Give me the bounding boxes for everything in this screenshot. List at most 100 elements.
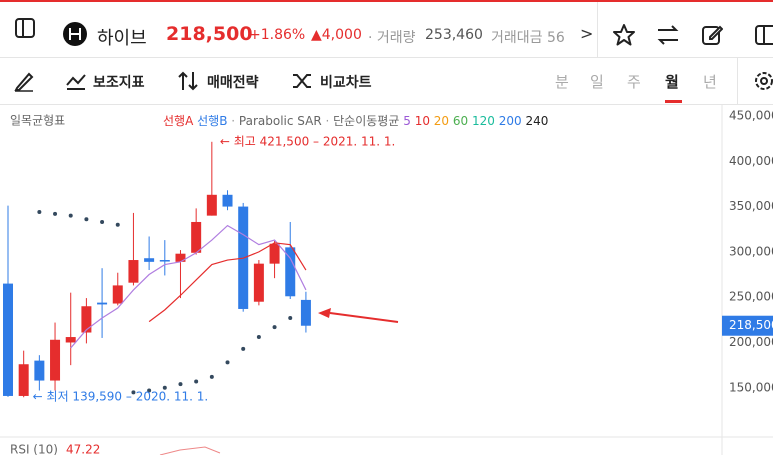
sar-dot xyxy=(115,222,120,227)
current-price-box xyxy=(722,315,773,336)
low-annotation: ← 최저 139,590 – 2020. 11. 1. xyxy=(33,390,209,404)
legend: 선행A 선행B · Parabolic SAR · 단순이동평균 5 10 20… xyxy=(163,113,548,128)
period-tab[interactable]: 분 xyxy=(555,73,569,91)
y-tick-label: 400,000 xyxy=(729,154,773,168)
sar-dot xyxy=(178,382,183,387)
indicator-title: 일목균형표 xyxy=(10,114,65,128)
legend-item: 10 xyxy=(415,114,430,128)
legend-sep: · xyxy=(322,114,333,128)
candle-body xyxy=(3,283,13,396)
candle-body xyxy=(97,302,108,305)
candle-body xyxy=(144,258,155,262)
sar-dot xyxy=(256,335,261,340)
panel-icon[interactable] xyxy=(754,24,773,46)
candle-body xyxy=(50,339,61,381)
chart: 일목균형표 선행A 선행B · Parabolic SAR · 단순이동평균 5… xyxy=(0,105,773,455)
plot xyxy=(3,141,311,398)
quote-bar: 하이브 218,500 +1.86% ▲4,000 · 거래량 253,460 … xyxy=(0,0,773,58)
chart-toolbar: 보조지표 매매전략 비교차트 분 일 주 월 년 xyxy=(0,58,773,105)
legend-item: 200 xyxy=(499,114,522,128)
volume: 253,460 xyxy=(425,27,483,43)
candle-body xyxy=(65,337,76,343)
sar-dot xyxy=(100,219,105,224)
period-tab[interactable]: 일 xyxy=(590,73,604,91)
sar-dot xyxy=(241,346,246,351)
ma-line xyxy=(70,224,307,349)
candle-body xyxy=(285,247,296,297)
logo xyxy=(63,22,87,46)
candle-body xyxy=(206,194,217,216)
sar-dot xyxy=(53,211,58,216)
rsi-value: 47.22 xyxy=(66,443,100,455)
legend-sep: · xyxy=(231,114,239,128)
sar-dot xyxy=(225,360,230,365)
tab-underline xyxy=(665,100,682,103)
swap-icon[interactable] xyxy=(656,24,680,46)
candle-body xyxy=(159,260,170,262)
price: 218,500 xyxy=(166,23,253,45)
divider xyxy=(737,58,738,104)
candle-body xyxy=(18,364,29,396)
draw-icon[interactable] xyxy=(13,70,35,92)
tool-strategy[interactable]: 매매전략 xyxy=(207,75,259,91)
more-arrow[interactable]: > xyxy=(580,24,594,43)
candle-body xyxy=(253,263,264,302)
y-tick-label: 300,000 xyxy=(729,244,773,258)
sar-dot xyxy=(131,390,136,395)
legend-item: 20 xyxy=(434,114,449,128)
rsi-line xyxy=(159,446,221,455)
legend-item: 60 xyxy=(453,114,468,128)
edit-icon[interactable] xyxy=(701,24,723,46)
sar-dot xyxy=(147,388,152,393)
indicator-icon[interactable] xyxy=(65,71,87,91)
high-annotation: ← 최고 421,500 – 2021. 11. 1. xyxy=(220,134,396,148)
sidebar-icon[interactable] xyxy=(14,17,36,39)
arrow-head xyxy=(318,308,331,318)
sar-dot xyxy=(272,325,277,330)
sar-dot xyxy=(162,385,167,390)
candle-body xyxy=(175,253,186,262)
candle-body xyxy=(222,194,233,207)
tool-compare[interactable]: 비교차트 xyxy=(320,75,372,91)
divider xyxy=(597,2,598,58)
y-tick-label: 200,000 xyxy=(729,335,773,349)
ma-line xyxy=(148,242,307,323)
compare-icon[interactable] xyxy=(291,71,313,91)
candle-body xyxy=(34,360,45,381)
sar-dot xyxy=(68,213,73,218)
sar-dot xyxy=(84,217,89,222)
rsi-label: RSI (10) xyxy=(10,443,58,455)
sar-dot xyxy=(209,374,214,379)
change-pct: +1.86% xyxy=(249,27,306,43)
candle-body xyxy=(81,306,92,333)
legend-item: 240 xyxy=(525,114,548,128)
candle-body xyxy=(300,299,311,326)
y-tick-label: 350,000 xyxy=(729,199,773,213)
candle-body xyxy=(269,243,280,264)
period-tab[interactable]: 주 xyxy=(627,73,641,91)
y-tick-label: 450,000 xyxy=(729,108,773,122)
amount: 거래대금 56 xyxy=(491,30,565,46)
strategy-icon[interactable] xyxy=(177,70,201,92)
legend-item: 5 xyxy=(403,114,411,128)
sar-dot xyxy=(194,379,199,384)
settings-icon[interactable] xyxy=(753,70,773,92)
tool-indicator[interactable]: 보조지표 xyxy=(93,75,145,91)
period-tab-selected[interactable]: 월 xyxy=(665,73,679,91)
period-tab[interactable]: 년 xyxy=(703,73,717,91)
change: ▲4,000 xyxy=(311,27,362,43)
sar-dot xyxy=(37,210,42,215)
candle-body xyxy=(112,285,123,304)
favorite-icon[interactable] xyxy=(613,24,635,46)
legend-item: 선행B xyxy=(197,113,227,128)
sar-dot xyxy=(288,316,293,321)
arrow xyxy=(329,312,399,323)
legend-item: 단순이동평균 xyxy=(333,114,399,128)
legend-item: 120 xyxy=(472,114,495,128)
stock-name: 하이브 xyxy=(97,28,147,49)
y-tick-label: 250,000 xyxy=(729,290,773,304)
legend-item: Parabolic SAR xyxy=(239,114,322,128)
candle-body xyxy=(128,260,139,283)
current-price-label: 218,500 xyxy=(729,318,773,332)
